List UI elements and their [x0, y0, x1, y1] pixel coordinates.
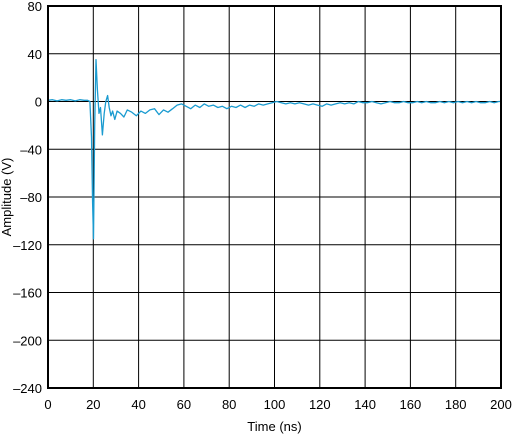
- x-tick-label: 180: [445, 397, 467, 412]
- y-tick-label: –40: [20, 142, 42, 157]
- x-tick-label: 80: [222, 397, 236, 412]
- y-axis-label: Amplitude (V): [0, 158, 14, 237]
- x-tick-label: 200: [490, 397, 512, 412]
- x-tick-label: 60: [177, 397, 191, 412]
- x-tick-label: 120: [309, 397, 331, 412]
- series-line: [47, 59, 501, 240]
- y-tick-label: –240: [13, 381, 42, 396]
- x-tick-label: 0: [44, 397, 51, 412]
- x-tick-labels: 0 20 40 60 80 100 120 140 160 180 200: [44, 397, 511, 412]
- x-tick-label: 20: [86, 397, 100, 412]
- y-tick-label: 0: [35, 95, 42, 110]
- series-layer: [47, 59, 501, 240]
- x-tick-label: 100: [264, 397, 286, 412]
- y-tick-label: –120: [13, 238, 42, 253]
- x-tick-label: 160: [400, 397, 422, 412]
- y-tick-labels: 80 40 0 –40 –80 –120 –160 –200 –240: [13, 0, 42, 396]
- y-tick-label: 80: [28, 0, 42, 14]
- y-tick-label: 40: [28, 47, 42, 62]
- y-tick-label: –200: [13, 333, 42, 348]
- y-tick-label: –80: [20, 190, 42, 205]
- x-axis-label: Time (ns): [247, 419, 301, 434]
- x-tick-label: 140: [354, 397, 376, 412]
- plot-frame: [47, 5, 502, 389]
- y-tick-label: –160: [13, 286, 42, 301]
- grid: [47, 5, 502, 389]
- x-tick-label: 40: [131, 397, 145, 412]
